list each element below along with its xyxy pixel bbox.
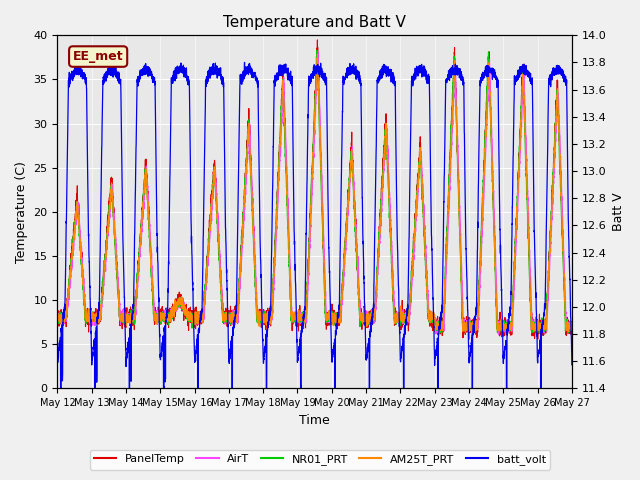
NR01_PRT bbox=[146, 239, 154, 244]
AM25T_PRT bbox=[459, 324, 467, 329]
AirT bbox=[146, 222, 154, 228]
AirT bbox=[568, 327, 575, 333]
Title: Temperature and Batt V: Temperature and Batt V bbox=[223, 15, 406, 30]
NR01_PRT bbox=[54, 311, 61, 316]
Line: PanelTemp: PanelTemp bbox=[58, 40, 572, 339]
AirT bbox=[401, 313, 409, 319]
Y-axis label: Batt V: Batt V bbox=[612, 192, 625, 231]
NR01_PRT bbox=[568, 327, 576, 333]
AirT bbox=[54, 315, 61, 321]
batt_volt bbox=[401, 324, 409, 329]
batt_volt bbox=[146, 66, 154, 72]
Line: NR01_PRT: NR01_PRT bbox=[58, 50, 572, 334]
Text: EE_met: EE_met bbox=[73, 50, 124, 63]
batt_volt bbox=[568, 362, 576, 368]
PanelTemp bbox=[459, 322, 467, 327]
batt_volt bbox=[568, 336, 575, 341]
PanelTemp bbox=[295, 317, 303, 323]
X-axis label: Time: Time bbox=[300, 414, 330, 427]
AirT bbox=[314, 49, 322, 55]
Line: AirT: AirT bbox=[58, 52, 572, 335]
AirT bbox=[430, 316, 438, 322]
PanelTemp bbox=[146, 235, 154, 241]
Line: batt_volt: batt_volt bbox=[58, 61, 572, 388]
PanelTemp bbox=[430, 313, 438, 319]
AM25T_PRT bbox=[468, 331, 476, 337]
PanelTemp bbox=[314, 37, 321, 43]
PanelTemp bbox=[54, 312, 61, 318]
NR01_PRT bbox=[564, 331, 572, 336]
batt_volt bbox=[459, 82, 467, 88]
AM25T_PRT bbox=[401, 317, 409, 323]
batt_volt bbox=[54, 358, 61, 363]
Legend: PanelTemp, AirT, NR01_PRT, AM25T_PRT, batt_volt: PanelTemp, AirT, NR01_PRT, AM25T_PRT, ba… bbox=[90, 450, 550, 469]
batt_volt bbox=[72, 59, 80, 64]
AM25T_PRT bbox=[54, 312, 61, 318]
AirT bbox=[495, 332, 502, 338]
AM25T_PRT bbox=[430, 317, 438, 323]
Y-axis label: Temperature (C): Temperature (C) bbox=[15, 161, 28, 263]
PanelTemp bbox=[568, 325, 576, 331]
NR01_PRT bbox=[313, 48, 321, 53]
AirT bbox=[568, 325, 576, 331]
NR01_PRT bbox=[459, 319, 467, 325]
AirT bbox=[459, 300, 467, 305]
AM25T_PRT bbox=[568, 326, 575, 332]
AM25T_PRT bbox=[295, 316, 303, 322]
AirT bbox=[295, 317, 303, 323]
PanelTemp bbox=[465, 336, 473, 342]
NR01_PRT bbox=[295, 316, 303, 322]
PanelTemp bbox=[401, 318, 409, 324]
batt_volt bbox=[57, 385, 65, 391]
AM25T_PRT bbox=[314, 51, 321, 57]
Line: AM25T_PRT: AM25T_PRT bbox=[58, 54, 572, 334]
AM25T_PRT bbox=[568, 324, 576, 330]
NR01_PRT bbox=[401, 314, 409, 320]
batt_volt bbox=[296, 347, 303, 353]
NR01_PRT bbox=[430, 319, 438, 324]
NR01_PRT bbox=[568, 326, 575, 332]
AM25T_PRT bbox=[146, 235, 154, 240]
batt_volt bbox=[430, 324, 438, 330]
PanelTemp bbox=[568, 319, 575, 325]
